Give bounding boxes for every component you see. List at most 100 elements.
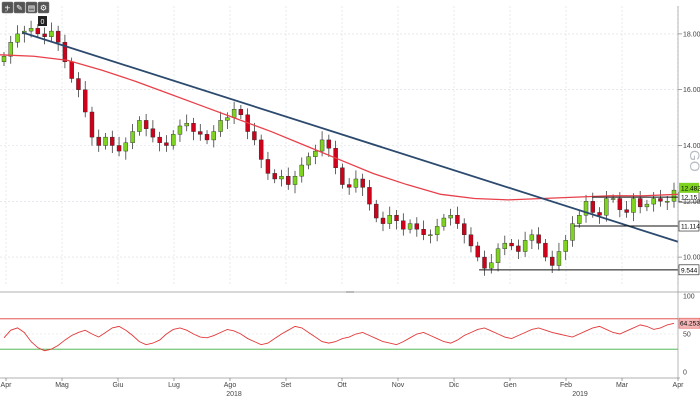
candle xyxy=(42,27,47,45)
add-tool-icon: + xyxy=(4,4,11,13)
month-label: Feb xyxy=(560,382,572,389)
month-label: Apr xyxy=(1,382,13,389)
candle xyxy=(387,206,392,229)
candle-body xyxy=(238,109,244,116)
candle xyxy=(516,239,521,260)
candle xyxy=(198,124,203,141)
last-price-tag: 12.482 xyxy=(679,182,700,193)
rsi-tick-label: 100 xyxy=(683,294,695,301)
month-label: Mar xyxy=(616,382,629,389)
candle xyxy=(407,219,413,234)
candle-body xyxy=(434,226,440,235)
candle-body xyxy=(69,61,74,79)
price-tick-label: 16.00 xyxy=(683,87,700,94)
candle-body xyxy=(394,215,399,222)
candle-body xyxy=(353,178,359,188)
draw-tool-icon: ✎ xyxy=(16,4,23,13)
candle xyxy=(549,250,555,274)
candle xyxy=(637,190,643,214)
month-label: Gen xyxy=(503,382,516,389)
candle xyxy=(482,250,487,276)
candle xyxy=(143,113,149,137)
candle-body xyxy=(637,198,643,208)
candle-body xyxy=(28,28,34,32)
candle xyxy=(96,129,101,152)
candle-body xyxy=(407,223,413,230)
draw-tool-button[interactable]: ✎ xyxy=(13,1,26,14)
candle-body xyxy=(516,245,521,252)
candle-body xyxy=(380,217,386,224)
pane-resize-handle[interactable] xyxy=(346,291,354,293)
candle-body xyxy=(387,215,392,224)
candle xyxy=(184,114,189,132)
candle xyxy=(475,241,480,262)
candle-body xyxy=(191,122,196,132)
candle xyxy=(258,134,264,169)
month-label: Set xyxy=(281,382,292,389)
candle xyxy=(55,25,61,51)
candle xyxy=(360,173,365,196)
candlestick-series xyxy=(1,20,677,276)
candle xyxy=(62,34,68,69)
rsi-line xyxy=(3,322,675,352)
candle xyxy=(380,211,386,232)
candle xyxy=(170,130,176,150)
level-tag: 11.114 xyxy=(678,220,700,232)
candle-body xyxy=(462,223,467,235)
candle-body xyxy=(624,209,629,213)
candle-body xyxy=(549,256,555,266)
candle-body xyxy=(658,198,663,202)
candle-body xyxy=(218,120,223,132)
candle xyxy=(211,125,216,148)
candle xyxy=(306,152,311,170)
candle xyxy=(164,135,169,152)
candle xyxy=(522,231,528,257)
trendline[interactable] xyxy=(22,31,679,243)
svg-text:11.114: 11.114 xyxy=(681,224,700,231)
candle xyxy=(367,179,372,211)
candle-body xyxy=(62,42,68,63)
candle-body xyxy=(509,242,514,247)
rsi-tick-label: 0 xyxy=(683,370,687,377)
candle-body xyxy=(157,136,162,143)
candle xyxy=(495,243,501,272)
candle-body xyxy=(495,248,501,263)
candle-body xyxy=(150,128,156,138)
candle-body xyxy=(184,122,189,127)
candle-body xyxy=(292,175,298,185)
candle-body xyxy=(225,117,230,121)
candle-body xyxy=(543,242,548,258)
candle xyxy=(238,105,244,119)
candle-body xyxy=(198,131,203,135)
add-tool-button[interactable]: + xyxy=(1,1,14,14)
document-tool-button[interactable]: ▤ xyxy=(25,1,38,14)
candle-body xyxy=(89,111,95,138)
candle-body xyxy=(130,131,135,143)
settings-tool-button[interactable]: ⚙ xyxy=(37,1,50,14)
rsi-axis: 100 50 0 64.2535 xyxy=(678,294,700,377)
candle-body xyxy=(272,173,277,180)
candle xyxy=(279,169,284,187)
price-tick-label: 10.00 xyxy=(683,255,700,262)
candle xyxy=(265,151,271,180)
candle-body xyxy=(326,139,332,149)
candle xyxy=(110,130,115,154)
candle-body xyxy=(651,198,656,205)
candle-body xyxy=(123,142,129,152)
toolbar-badge[interactable]: 0 xyxy=(38,16,47,26)
candle xyxy=(83,81,88,118)
candle-body xyxy=(340,167,345,185)
candle-body xyxy=(346,184,352,188)
candle-body xyxy=(83,89,88,113)
price-tick-label: 14.00 xyxy=(683,143,700,150)
candle-body xyxy=(563,240,568,252)
candle xyxy=(150,120,156,143)
candle-body xyxy=(299,164,304,177)
candle-body xyxy=(103,136,108,146)
candle-body xyxy=(644,203,650,208)
candle xyxy=(35,24,41,39)
candle-body xyxy=(204,134,210,141)
candle-body xyxy=(631,198,636,213)
year-label: 2019 xyxy=(572,391,588,398)
candle xyxy=(272,169,277,184)
